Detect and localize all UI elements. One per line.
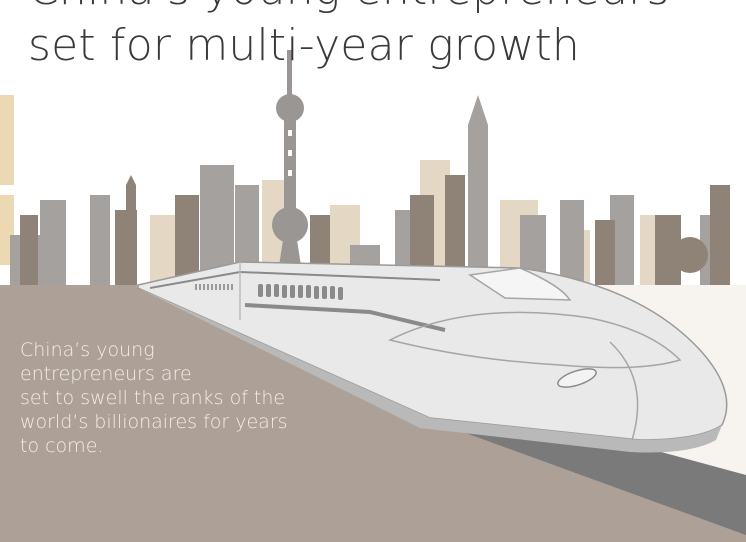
blurb-line-1: China’s young — [20, 339, 155, 361]
blurb-line-2: entrepreneurs are — [20, 363, 192, 385]
headline-line-2: set for multi-year growth — [28, 20, 580, 71]
bullet-train-illustration — [137, 261, 728, 453]
blurb-line-5: to come. — [20, 435, 104, 457]
ground-wedge — [0, 285, 746, 542]
headline: China's young entrepreneurs set for mult… — [28, 0, 670, 74]
skyline-illustration — [10, 95, 730, 285]
blurb-text: China’s young entrepreneurs are set to s… — [20, 338, 360, 458]
blurb-line-4: world’s billionaires for years — [20, 411, 288, 433]
left-accent-bar — [0, 95, 14, 185]
headline-line-1: China's young entrepreneurs — [28, 0, 670, 18]
blurb-line-3: set to swell the ranks of the — [20, 387, 286, 409]
